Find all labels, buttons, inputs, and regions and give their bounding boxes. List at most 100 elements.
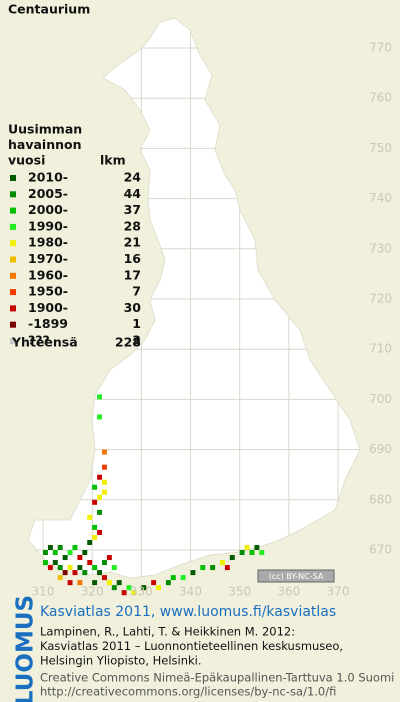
cell (72, 544, 78, 550)
footer: Lampinen, R., Lahti, T. & Heikkinen M. 2… (40, 625, 394, 699)
cell (244, 544, 250, 550)
cell (165, 580, 171, 586)
x-tick-label: 350 (228, 585, 251, 599)
map-title: Centaurium (8, 2, 90, 17)
cell (43, 550, 48, 556)
legend-label: 2005- (28, 186, 68, 201)
license-badge: (cc) BY-NC-SA (269, 572, 324, 581)
cell (239, 550, 245, 556)
cell (92, 580, 98, 586)
legend-swatch (10, 305, 16, 312)
cell (259, 550, 265, 556)
cell (52, 560, 58, 566)
cell (92, 524, 98, 530)
legend-header: havainnon (8, 137, 82, 152)
legend-count: 30 (124, 300, 142, 315)
cell (102, 560, 107, 566)
y-tick-label: 760 (369, 91, 392, 105)
legend-swatch (10, 256, 16, 263)
cell (67, 580, 73, 586)
cell (97, 529, 102, 535)
x-tick-label: 370 (327, 585, 350, 599)
cell (77, 555, 83, 561)
y-tick-label: 740 (369, 191, 392, 205)
occurrence-cells (43, 394, 265, 596)
legend-label: 1990- (28, 218, 68, 233)
citation-line: Lampinen, R., Lahti, T. & Heikkinen M. 2… (40, 625, 295, 639)
y-tick-label: 750 (369, 141, 392, 155)
x-tick-label: 340 (179, 585, 202, 599)
legend-label: 1980- (28, 235, 68, 250)
cell (87, 514, 93, 520)
cell (92, 499, 98, 505)
cell (131, 590, 137, 596)
legend-count: 16 (124, 251, 142, 266)
legend-label: 1900- (28, 300, 68, 315)
cell (156, 585, 161, 591)
total-label: Yhteensä (11, 335, 78, 350)
x-tick-label: 360 (277, 585, 300, 599)
y-tick-label: 680 (369, 492, 392, 506)
legend-label: 2000- (28, 202, 68, 217)
cell (72, 570, 78, 576)
cell (102, 464, 107, 470)
cell (47, 544, 53, 550)
y-tick-label: 730 (369, 241, 392, 255)
legend-count: 44 (124, 186, 142, 201)
cell (97, 414, 102, 420)
legend-swatch (10, 223, 16, 230)
legend-label: -1899 (28, 316, 68, 331)
cell (190, 570, 196, 576)
legend-swatch (10, 289, 16, 296)
cell (224, 565, 230, 571)
legend-count: 28 (124, 218, 141, 233)
cell (97, 394, 102, 400)
legend-count: 37 (124, 202, 141, 217)
x-tick-label: 330 (130, 585, 153, 599)
cell (43, 560, 48, 566)
legend-count: 7 (132, 284, 141, 299)
y-tick-label: 690 (369, 442, 392, 456)
cell (77, 565, 83, 571)
legend-count: 17 (124, 267, 141, 282)
cell (92, 534, 98, 540)
legend-header: Uusimman (8, 122, 82, 137)
y-tick-label: 710 (369, 342, 392, 356)
cell (62, 570, 68, 576)
x-tick-label: 320 (81, 585, 104, 599)
cell (62, 555, 68, 561)
cell (200, 565, 206, 571)
cell (229, 555, 235, 561)
cell (210, 565, 216, 571)
cell (116, 580, 122, 586)
cell (102, 575, 107, 581)
cell (97, 474, 102, 480)
legend-label: 2010- (28, 170, 68, 185)
legend-label: 1970- (28, 251, 68, 266)
total-count: 228 (115, 335, 141, 350)
legend-label: ??? (28, 333, 50, 348)
citation-line: Kasviatlas 2011 – Luonnontieteellinen ke… (40, 639, 343, 653)
cell (102, 449, 107, 455)
cell (141, 585, 147, 591)
license-badge-box (257, 569, 335, 583)
legend-swatch (10, 240, 16, 247)
legend-label: 1950- (28, 284, 68, 299)
cell (57, 575, 63, 581)
footer-title[interactable]: Kasviatlas 2011, www.luomus.fi/kasviatla… (40, 604, 336, 620)
cell (57, 565, 63, 571)
legend-swatch (10, 207, 16, 214)
cell (97, 570, 102, 576)
cell (87, 560, 93, 566)
legend-count-header: lkm (100, 153, 126, 168)
legend-count: 1 (132, 316, 141, 331)
cell (151, 580, 157, 586)
legend-label: 1960- (28, 267, 68, 282)
cell (180, 575, 186, 581)
cell (92, 484, 98, 490)
cell (121, 590, 127, 596)
cell (111, 565, 117, 571)
legend-swatch (10, 338, 16, 344)
